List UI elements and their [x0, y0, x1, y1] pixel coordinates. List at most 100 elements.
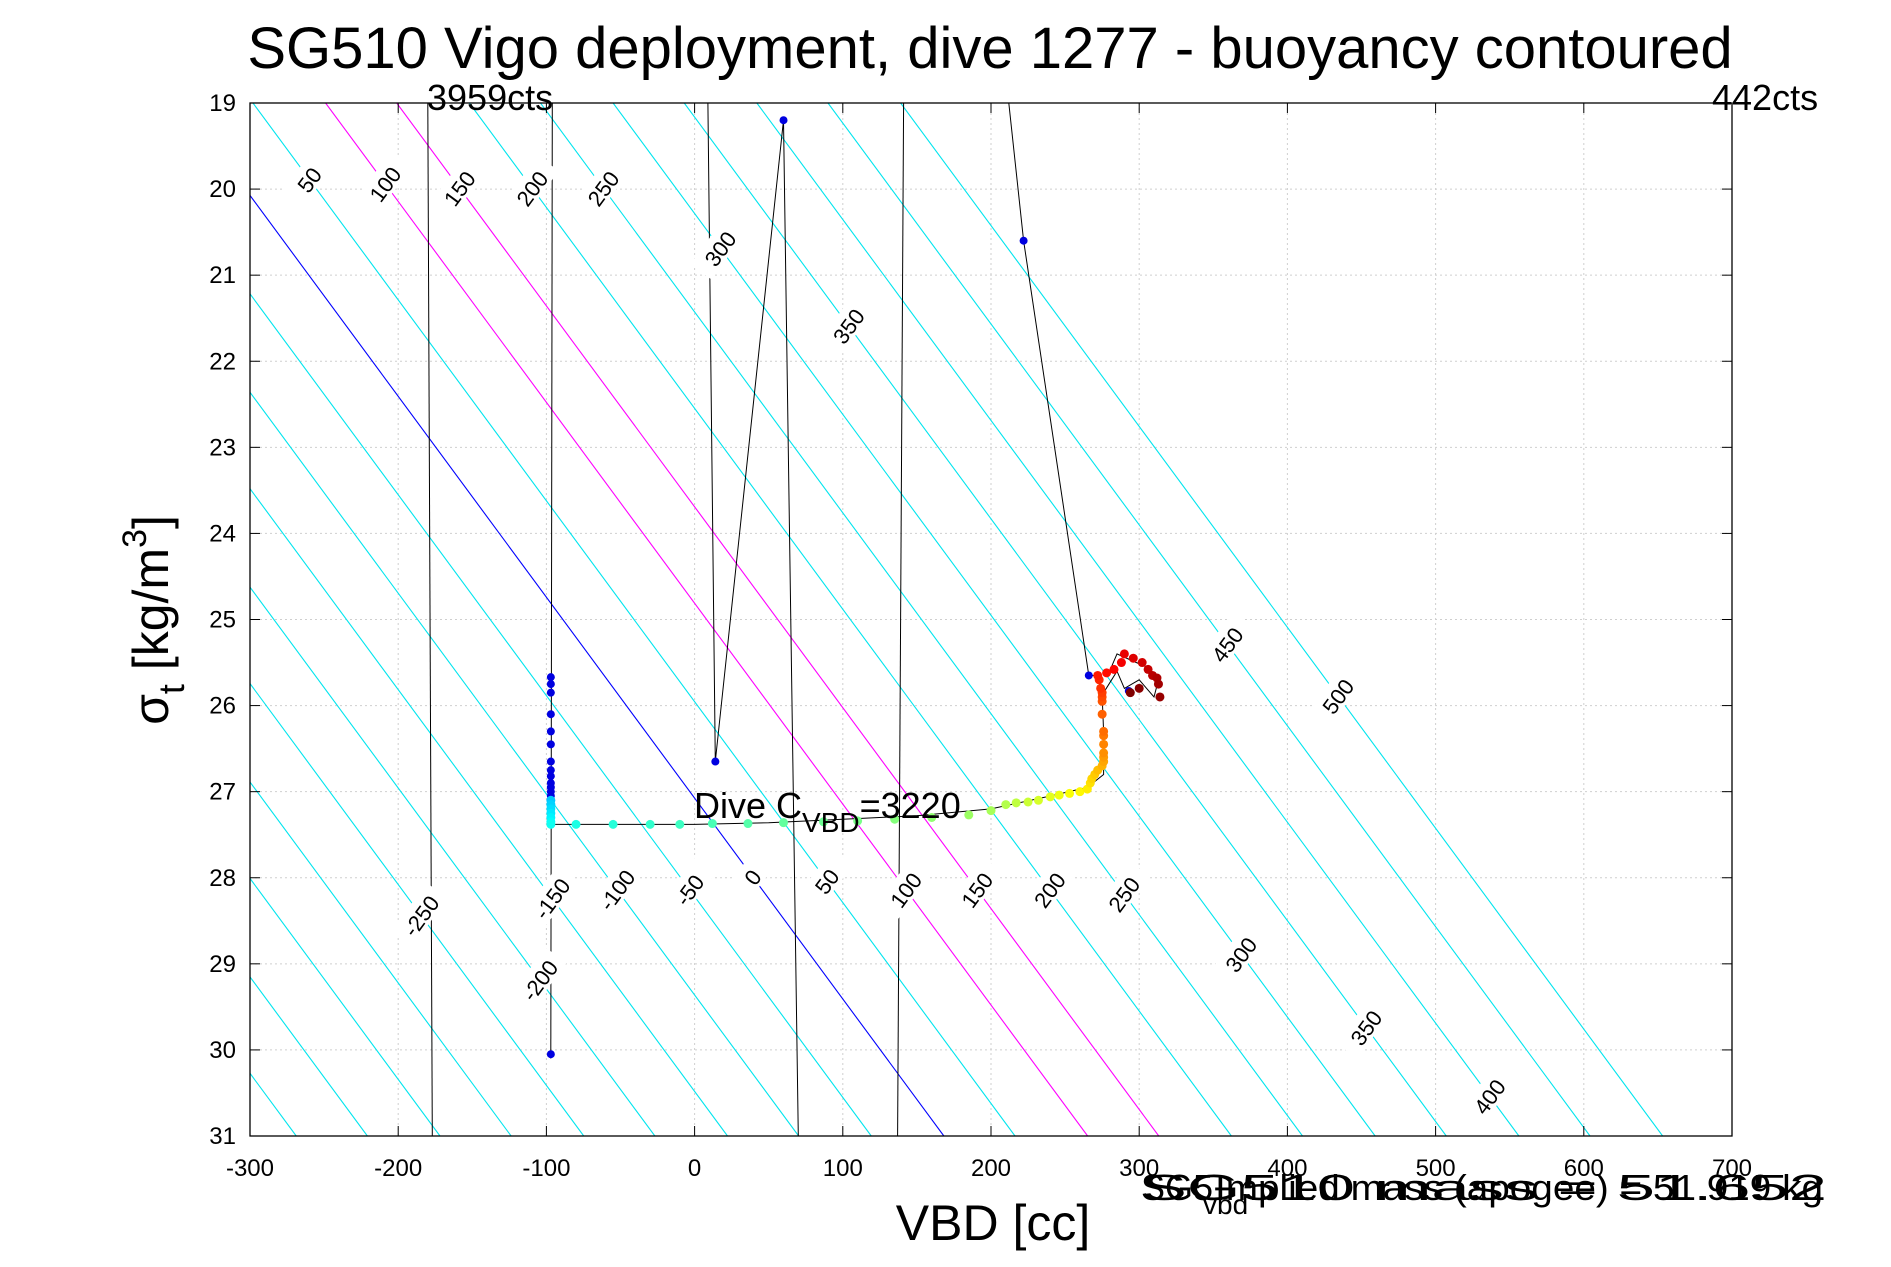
data-point: [1125, 688, 1135, 698]
data-point: [645, 819, 655, 829]
dive-points: [546, 116, 1165, 1059]
data-point: [1023, 797, 1033, 807]
y-label-sup: 3: [116, 529, 154, 548]
contour-label-bg: [875, 857, 933, 921]
data-point: [1045, 792, 1055, 802]
y-tick-label: 23: [209, 434, 236, 461]
contour-label: 150: [429, 155, 487, 220]
contour-label-bg: [509, 947, 567, 1012]
cvbd-suffix: =3220: [860, 785, 961, 826]
dive-path-line: [707, 103, 799, 1136]
counts-label-left: 3959cts: [427, 77, 553, 118]
x-tick-label: -300: [226, 1155, 274, 1182]
contour-label-bg: [1197, 611, 1254, 676]
x-tick-label: 300: [1119, 1155, 1159, 1182]
contour-label: 500: [1308, 663, 1365, 728]
data-point: [546, 772, 555, 781]
contour-label-bg: [355, 151, 412, 215]
data-point: [1128, 653, 1138, 663]
y-tick-label: 24: [209, 520, 236, 547]
data-point: [1033, 795, 1043, 805]
contour-line: [250, 586, 656, 1136]
contour-line: [250, 487, 728, 1136]
footer-sg510-mass: SG510 mass = 51.652: [1141, 1167, 1827, 1208]
contour-line: [250, 975, 368, 1136]
y-axis-ticks: 19 20 21 22 23 24 25 26 27 28 29 30 31: [209, 90, 1732, 1150]
contour-label-bg: [1308, 663, 1365, 728]
contour-label: -150: [522, 865, 579, 930]
contour-label: 50: [796, 848, 854, 913]
y-label-sub: t: [151, 684, 192, 694]
data-point: [546, 766, 555, 775]
data-point: [964, 810, 974, 820]
x-tick-label: 200: [971, 1155, 1011, 1182]
contour-label: 50: [279, 146, 336, 211]
data-point: [546, 757, 555, 766]
y-tick-label: 31: [209, 1123, 236, 1150]
y-tick-label: 25: [209, 607, 236, 634]
x-tick-label: 700: [1712, 1155, 1752, 1182]
contour-label-bg: [429, 155, 487, 220]
data-point: [986, 806, 996, 816]
data-point: [1075, 787, 1085, 797]
contour-label-bg: [722, 844, 780, 908]
footer-mass-text: SG5vbd: [1141, 1167, 1248, 1220]
cvbd-prefix: Dive C: [694, 785, 802, 826]
data-point: [546, 710, 555, 719]
data-point: [546, 688, 555, 697]
contour-label: 100: [355, 151, 412, 215]
data-point: [927, 812, 937, 822]
contour-label-bg: [573, 155, 630, 220]
data-point: [890, 814, 900, 824]
contour-label-bg: [947, 857, 1004, 921]
contour-line: [250, 194, 945, 1136]
data-point: [546, 1050, 555, 1059]
data-point: [779, 818, 789, 828]
y-axis-label: σt [kg/m3]: [116, 515, 192, 725]
contour-label-bg: [586, 857, 644, 921]
data-point: [819, 817, 829, 827]
descent-path-line: [427, 103, 433, 1136]
contour-line: [325, 103, 1089, 1136]
chart-title: SG510 Vigo deployment, dive 1277 - buoya…: [247, 16, 1732, 81]
x-axis-label: VBD [cc]: [896, 1195, 1090, 1251]
data-point: [1099, 739, 1109, 749]
data-point: [608, 819, 618, 829]
contour-label-bg: [818, 293, 876, 357]
contour-line: [468, 103, 1232, 1136]
data-point: [1019, 236, 1028, 245]
y-tick-label: 22: [209, 348, 236, 375]
x-tick-label: -100: [522, 1155, 570, 1182]
contour-line: [250, 292, 872, 1136]
contour-label-bg: [1336, 994, 1393, 1059]
contour-line: [252, 103, 1016, 1136]
data-point: [546, 727, 555, 736]
data-point: [546, 673, 555, 682]
y-tick-label: 30: [209, 1037, 236, 1064]
data-point: [1096, 683, 1106, 693]
data-point: [546, 819, 556, 829]
y-tick-label: 27: [209, 779, 236, 806]
y-tick-label: 29: [209, 951, 236, 978]
contour-line: [827, 103, 1591, 1136]
contour-label: -100: [586, 857, 644, 921]
contour-label-bg: [522, 865, 579, 930]
data-point: [1093, 670, 1103, 680]
contour-label: 350: [818, 293, 876, 357]
contour-line: [250, 877, 441, 1136]
x-tick-label: 0: [688, 1155, 701, 1182]
contour-label: -250: [391, 882, 448, 947]
contour-label: 150: [947, 857, 1004, 921]
contour-line: [250, 781, 512, 1136]
contour-label-bg: [1094, 861, 1151, 926]
y-tick-label: 19: [209, 90, 236, 117]
data-point: [707, 819, 717, 829]
contour-label-bg: [1459, 1063, 1517, 1128]
data-point: [1099, 726, 1109, 736]
data-point: [1134, 683, 1144, 693]
x-tick-label: 100: [823, 1155, 863, 1182]
contour-line: [250, 682, 585, 1136]
contour-label-bg: [391, 882, 448, 947]
contour-label: 0: [722, 844, 780, 908]
